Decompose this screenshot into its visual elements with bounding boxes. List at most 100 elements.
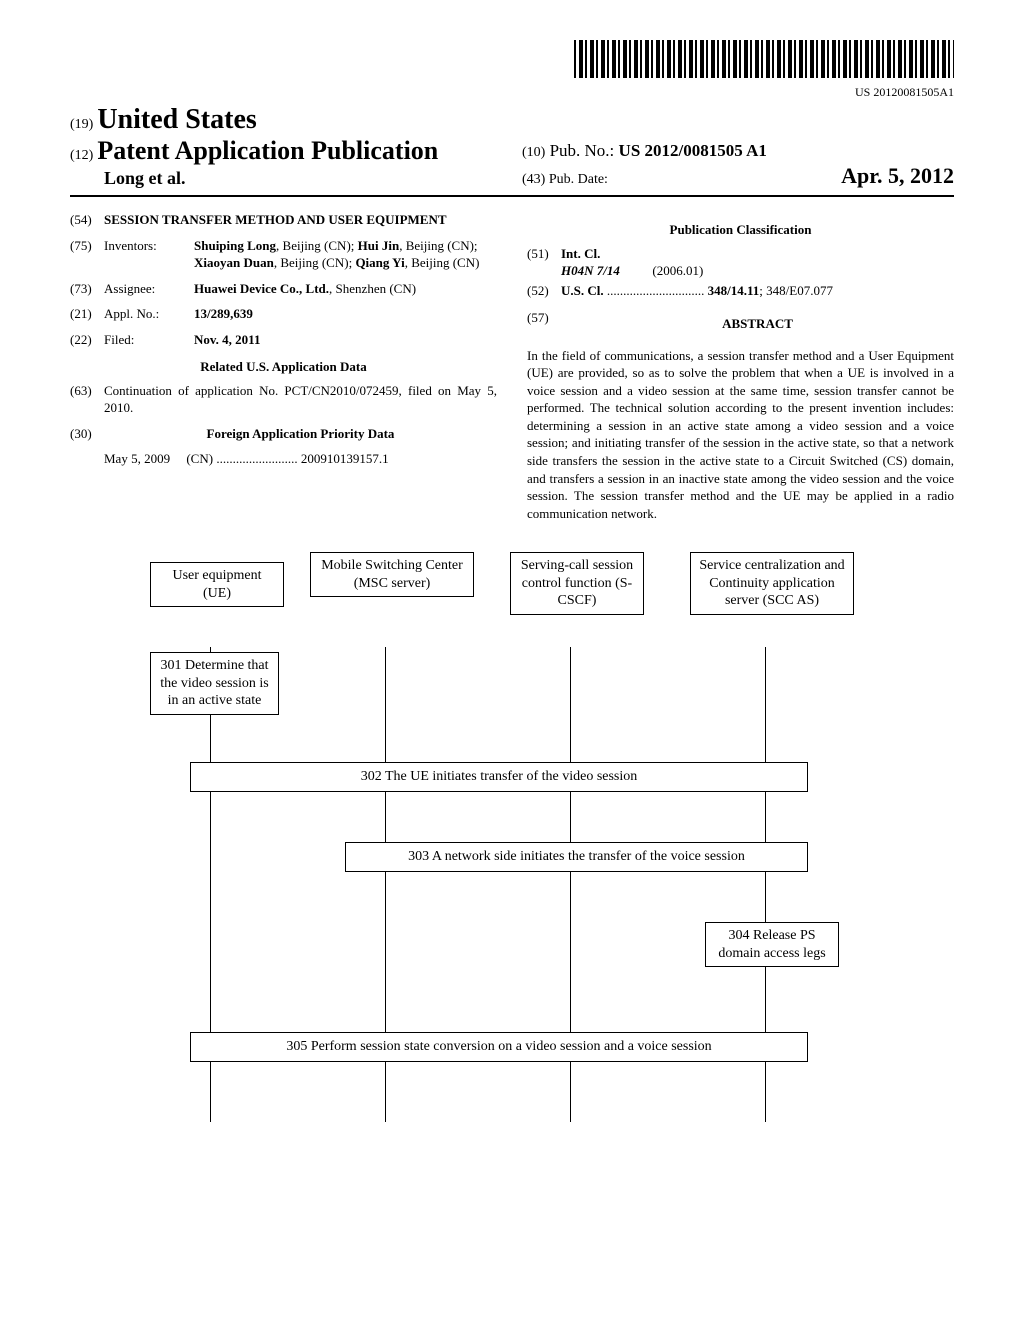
patent-page: US 20120081505A1 (19) United States (12)… — [0, 0, 1024, 1162]
actor-ue: User equipment (UE) — [150, 562, 284, 607]
step-305: 305 Perform session state conversion on … — [190, 1032, 808, 1062]
filed-val: Nov. 4, 2011 — [194, 331, 497, 349]
uscl-dots: .............................. — [607, 283, 705, 298]
pub-no-code: (10) — [522, 145, 545, 160]
conn-303-msc — [385, 827, 386, 842]
step-304: 304 Release PS domain access legs — [705, 922, 839, 967]
inventor1: Shuiping Long — [194, 238, 276, 253]
intcl-code: (51) — [527, 245, 561, 280]
assignee-loc: , Shenzhen (CN) — [329, 281, 416, 296]
inventor3: Xiaoyan Duan — [194, 255, 274, 270]
body-columns: (54) SESSION TRANSFER METHOD AND USER EQ… — [70, 211, 954, 522]
applno-val: 13/289,639 — [194, 305, 497, 323]
foreign-num: 200910139157.1 — [301, 451, 389, 466]
step-303: 303 A network side initiates the transfe… — [345, 842, 808, 872]
header-rule — [70, 195, 954, 197]
continuation-row: (63) Continuation of application No. PCT… — [70, 382, 497, 417]
intcl-label: Int. Cl. — [561, 246, 600, 261]
inventor3-loc: , Beijing (CN); — [274, 255, 356, 270]
abstract-label: ABSTRACT — [561, 315, 954, 333]
title-row: (54) SESSION TRANSFER METHOD AND USER EQ… — [70, 211, 497, 229]
pub-date-code: (43) — [522, 172, 545, 187]
uscl-rest: ; 348/E07.077 — [759, 283, 833, 298]
pub-type-code: (12) — [70, 148, 93, 163]
uscl-label: U.S. Cl. — [561, 283, 604, 298]
assignee-code: (73) — [70, 280, 104, 298]
foreign-head-row: (30) Foreign Application Priority Data — [70, 425, 497, 443]
pub-no: US 2012/0081505 A1 — [619, 141, 767, 160]
class-head: Publication Classification — [527, 221, 954, 239]
foreign-dots: ......................... — [216, 451, 297, 466]
abstract-head-row: (57) ABSTRACT — [527, 309, 954, 339]
related-head: Related U.S. Application Data — [70, 358, 497, 376]
pub-date-label: Pub. Date: — [549, 172, 608, 187]
header-left: (19) United States (12) Patent Applicati… — [70, 104, 502, 189]
barcode-label: US 20120081505A1 — [70, 85, 954, 100]
conn-305-ue — [210, 1017, 211, 1032]
sequence-diagram: User equipment (UE) Mobile Switching Cen… — [150, 552, 874, 1122]
intcl-year: (2006.01) — [652, 263, 703, 278]
filed-row: (22) Filed: Nov. 4, 2011 — [70, 331, 497, 349]
applno-label: Appl. No.: — [104, 305, 194, 323]
intcl-row: (51) Int. Cl. H04N 7/14 (2006.01) — [527, 245, 954, 280]
foreign-code: (30) — [70, 425, 104, 443]
abstract-body: In the field of communications, a sessio… — [527, 347, 954, 522]
title-code: (54) — [70, 211, 104, 229]
country: United States — [97, 104, 256, 135]
conn-302-msc — [385, 747, 386, 762]
barcode-graphic — [574, 40, 954, 78]
foreign-data-row: May 5, 2009 (CN) .......................… — [104, 450, 497, 468]
filed-label: Filed: — [104, 331, 194, 349]
continuation-text: Continuation of application No. PCT/CN20… — [104, 382, 497, 417]
step-301: 301 Determine that the video session is … — [150, 652, 279, 715]
filed-code: (22) — [70, 331, 104, 349]
assignee-val: Huawei Device Co., Ltd., Shenzhen (CN) — [194, 280, 497, 298]
title: SESSION TRANSFER METHOD AND USER EQUIPME… — [104, 211, 497, 229]
country-line: (19) United States — [70, 104, 502, 136]
left-column: (54) SESSION TRANSFER METHOD AND USER EQ… — [70, 211, 497, 522]
applno-row: (21) Appl. No.: 13/289,639 — [70, 305, 497, 323]
conn-302-ue — [210, 747, 211, 762]
inventors-code: (75) — [70, 237, 104, 272]
conn-302-scc — [765, 747, 766, 762]
foreign-date: May 5, 2009 — [104, 451, 170, 466]
inventor4-loc: , Beijing (CN) — [405, 255, 480, 270]
conn-305-scscf — [570, 1017, 571, 1032]
conn-303-scscf — [570, 827, 571, 842]
pub-date-left: (43) Pub. Date: — [522, 172, 608, 188]
applno-num: 13/289,639 — [194, 306, 253, 321]
conn-305-msc — [385, 1017, 386, 1032]
authors: Long et al. — [104, 168, 502, 189]
foreign-head: Foreign Application Priority Data — [104, 425, 497, 443]
actor-scc: Service centralization and Continuity ap… — [690, 552, 854, 615]
actor-msc: Mobile Switching Center (MSC server) — [310, 552, 474, 597]
uscl-code: (52) — [527, 282, 561, 300]
pub-type-line: (12) Patent Application Publication — [70, 136, 502, 166]
inventors-val: Shuiping Long, Beijing (CN); Hui Jin, Be… — [194, 237, 497, 272]
step-302: 302 The UE initiates transfer of the vid… — [190, 762, 808, 792]
assignee-row: (73) Assignee: Huawei Device Co., Ltd., … — [70, 280, 497, 298]
barcode-area: US 20120081505A1 — [70, 40, 954, 100]
conn-302-scscf — [570, 747, 571, 762]
conn-305-scc — [765, 1017, 766, 1032]
header: (19) United States (12) Patent Applicati… — [70, 104, 954, 189]
continuation-code: (63) — [70, 382, 104, 417]
actor-scscf: Serving-call session control function (S… — [510, 552, 644, 615]
pub-no-label: Pub. No.: — [550, 141, 615, 160]
inventor2-loc: , Beijing (CN); — [399, 238, 477, 253]
country-code: (19) — [70, 117, 93, 132]
uscl-body: U.S. Cl. .............................. … — [561, 282, 954, 300]
intcl-class: H04N 7/14 — [561, 263, 620, 278]
assignee-name: Huawei Device Co., Ltd. — [194, 281, 329, 296]
inventor2: Hui Jin — [358, 238, 400, 253]
uscl-row: (52) U.S. Cl. ..........................… — [527, 282, 954, 300]
filed-date: Nov. 4, 2011 — [194, 332, 260, 347]
inventor1-loc: , Beijing (CN); — [276, 238, 358, 253]
foreign-country: (CN) — [186, 451, 213, 466]
header-right: (10) Pub. No.: US 2012/0081505 A1 (43) P… — [522, 141, 954, 189]
abstract-code: (57) — [527, 309, 561, 339]
uscl-main: 348/14.11 — [708, 283, 760, 298]
conn-303-scc — [765, 827, 766, 842]
pub-date: Apr. 5, 2012 — [841, 163, 954, 189]
pub-no-line: (10) Pub. No.: US 2012/0081505 A1 — [522, 141, 954, 161]
